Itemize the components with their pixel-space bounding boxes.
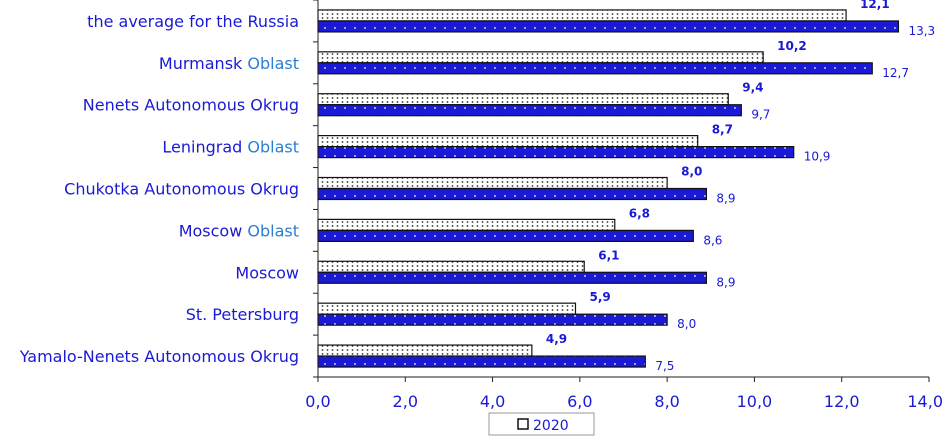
category-label: Nenets Autonomous Okrug xyxy=(83,96,299,115)
bar-series-2 xyxy=(317,146,795,159)
value-label-series-2: 8,9 xyxy=(716,275,735,289)
value-label-2020: 8,7 xyxy=(712,123,733,137)
bar-series-2 xyxy=(317,20,900,33)
value-label-2020: 4,9 xyxy=(546,332,567,346)
value-label-2020: 5,9 xyxy=(589,290,610,304)
value-label-2020: 6,1 xyxy=(598,248,619,262)
x-tick-label: 12,0 xyxy=(824,392,860,411)
bar-series-2 xyxy=(317,62,873,75)
category-label: Moscow xyxy=(235,263,299,282)
category-label: Murmansk Oblast xyxy=(159,54,299,73)
bar-2020 xyxy=(317,9,847,22)
value-label-2020: 10,2 xyxy=(777,39,807,53)
category-label: St. Petersburg xyxy=(186,305,299,324)
legend: 2020 xyxy=(488,412,595,436)
x-tick-label: 0,0 xyxy=(305,392,330,411)
bar-2020 xyxy=(317,51,764,64)
value-label-series-2: 8,0 xyxy=(677,317,696,331)
bar-2020 xyxy=(317,302,577,315)
bar-series-2 xyxy=(317,355,646,368)
bar-2020 xyxy=(317,93,729,106)
bar-series-2 xyxy=(317,313,668,326)
value-label-series-2: 7,5 xyxy=(655,359,674,373)
bar-series-2 xyxy=(317,104,742,117)
legend-label-2020: 2020 xyxy=(533,418,569,434)
value-label-2020: 9,4 xyxy=(742,81,763,95)
value-label-series-2: 9,7 xyxy=(751,108,770,122)
x-tick-label: 4,0 xyxy=(480,392,505,411)
value-label-series-2: 8,6 xyxy=(703,233,722,247)
bar-2020 xyxy=(317,176,668,190)
bar-2020 xyxy=(317,344,533,357)
value-label-series-2: 12,7 xyxy=(882,66,909,80)
x-tick-label: 6,0 xyxy=(567,392,592,411)
category-label: Yamalo-Nenets Autonomous Okrug xyxy=(19,347,299,366)
legend-swatch-2020 xyxy=(517,418,529,430)
bar-2020 xyxy=(317,135,699,148)
value-label-series-2: 10,9 xyxy=(804,150,831,164)
bar-2020 xyxy=(317,260,585,273)
x-tick-label: 8,0 xyxy=(654,392,679,411)
category-label: the average for the Russia xyxy=(87,12,299,31)
x-axis: 0,0 2,0 4,0 6,0 8,0 10,0 12,0 14,0 xyxy=(305,0,943,411)
legend-box xyxy=(488,412,595,436)
bar-series-2 xyxy=(317,187,708,201)
category-labels: the average for the Russia Murmansk Oblas… xyxy=(19,12,299,366)
bar-series-2 xyxy=(317,229,694,242)
category-label: Leningrad Oblast xyxy=(162,138,299,157)
bar-series-2 xyxy=(317,271,708,284)
bars-group xyxy=(317,9,900,368)
value-labels: 12,1 13,3 10,2 12,7 9,4 9,7 8,7 10,9 8,0 8,9 6,8 8,… xyxy=(546,0,935,373)
x-tick-label: 10,0 xyxy=(737,392,773,411)
category-label: Moscow Oblast xyxy=(179,221,299,240)
x-tick-label: 2,0 xyxy=(393,392,418,411)
value-label-2020: 12,1 xyxy=(860,0,890,11)
category-label: Chukotka Autonomous Okrug xyxy=(64,180,299,199)
value-label-2020: 6,8 xyxy=(629,206,650,220)
x-tick-label: 14,0 xyxy=(907,392,943,411)
value-label-2020: 8,0 xyxy=(681,165,702,179)
bar-2020 xyxy=(317,218,616,231)
value-label-series-2: 13,3 xyxy=(908,24,935,38)
value-label-series-2: 8,9 xyxy=(716,192,735,206)
